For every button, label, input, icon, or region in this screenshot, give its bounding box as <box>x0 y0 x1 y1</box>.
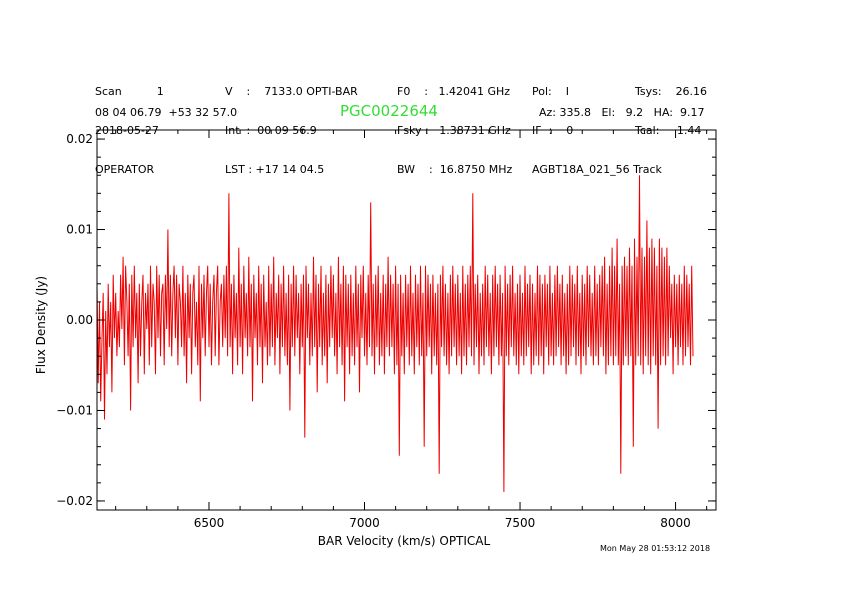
pointing-info: Az: 335.8 El: 9.2 HA: 9.17 <box>539 106 705 119</box>
bandwidth: BW : 16.8750 MHz <box>397 163 513 176</box>
velocity: V : 7133.0 OPTI-BAR <box>225 85 358 98</box>
render-timestamp: Mon May 28 01:53:12 2018 <box>600 544 711 553</box>
source-coordinates: 08 04 06.79 +53 32 57.0 <box>95 106 238 119</box>
operator: OPERATOR <box>95 163 155 176</box>
project-id: AGBT18A_021_56 Track <box>532 163 662 176</box>
x-tick-label: 8000 <box>660 516 691 530</box>
spectrum-series-line <box>96 175 694 492</box>
rest-frequency: F0 : 1.42041 GHz <box>397 85 511 98</box>
y-axis-title: Flux Density (Jy) <box>34 276 48 374</box>
lst: LST : +17 14 04.5 <box>225 163 325 176</box>
scan-number: Scan 1 <box>95 85 164 98</box>
header-col-tsys: Tsys: 26.16 Tcal: 1.44 <box>635 59 707 150</box>
polarization: Pol: I <box>532 85 569 98</box>
y-tick-label: 0.02 <box>66 132 93 146</box>
y-tick-label: −0.02 <box>56 494 93 508</box>
header-col-pol: Pol: I IF : 0 AGBT18A_021_56 Track <box>532 59 662 189</box>
axes: 6500 7000 7500 8000 −0.02 −0.01 0.00 0.01 0.02 <box>56 129 717 530</box>
tsys: Tsys: 26.16 <box>635 85 708 98</box>
y-tick-label: −0.01 <box>56 403 93 417</box>
y-tick-label: 0.01 <box>66 223 93 237</box>
object-name: PGC0022644 <box>340 102 438 120</box>
x-tick-label: 6500 <box>194 516 225 530</box>
x-tick-label: 7500 <box>505 516 536 530</box>
x-axis-title: BAR Velocity (km/s) OPTICAL <box>318 534 491 548</box>
x-tick-label: 7000 <box>349 516 380 530</box>
y-tick-label: 0.00 <box>66 313 93 327</box>
plot-area <box>96 175 694 492</box>
